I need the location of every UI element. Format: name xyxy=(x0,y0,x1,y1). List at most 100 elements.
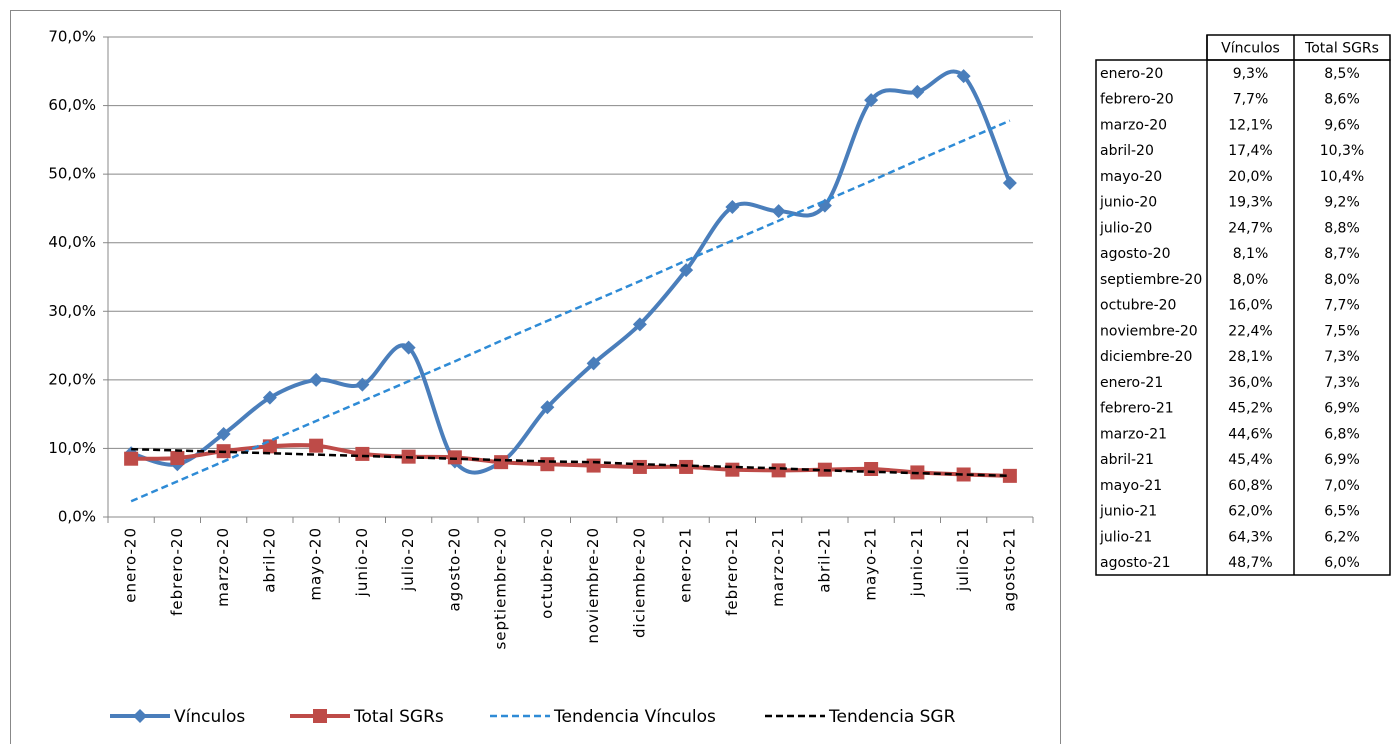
x-tick-label: junio-21 xyxy=(908,527,926,597)
x-tick-label: enero-21 xyxy=(677,527,695,603)
marker xyxy=(216,427,231,442)
table-value: 7,7% xyxy=(1324,298,1360,314)
series-line xyxy=(131,447,1010,478)
table-value: 28,1% xyxy=(1228,349,1272,365)
x-tick-label: febrero-20 xyxy=(168,527,186,616)
table-value: 8,8% xyxy=(1324,220,1360,236)
marker xyxy=(262,390,277,405)
marker xyxy=(910,84,925,99)
table-value: 17,4% xyxy=(1228,143,1272,159)
table-header: Total SGRs xyxy=(1304,41,1379,57)
table-category: febrero-21 xyxy=(1100,401,1174,417)
x-tick-label: mayo-21 xyxy=(862,527,880,601)
table-category: mayo-21 xyxy=(1100,478,1162,494)
chart-border xyxy=(10,10,1061,744)
table-category: mayo-20 xyxy=(1100,169,1162,185)
table-value: 6,2% xyxy=(1324,529,1360,545)
table-category: febrero-20 xyxy=(1100,92,1174,108)
x-tick-label: abril-21 xyxy=(815,527,833,593)
x-tick-label: agosto-21 xyxy=(1000,527,1018,612)
x-tick-label: junio-20 xyxy=(353,527,371,597)
table-category: julio-20 xyxy=(1099,220,1152,236)
x-tick-label: diciembre-20 xyxy=(630,527,648,638)
x-tick-label: agosto-20 xyxy=(445,527,463,612)
marker xyxy=(124,451,139,466)
x-tick-label: mayo-20 xyxy=(307,527,325,601)
table-value: 8,6% xyxy=(1324,92,1360,108)
table-value: 7,5% xyxy=(1324,323,1360,339)
table-value: 36,0% xyxy=(1228,375,1272,391)
legend-label: Vínculos xyxy=(174,707,245,727)
marker xyxy=(540,457,555,472)
table-category: agosto-20 xyxy=(1100,246,1171,262)
table-value: 8,5% xyxy=(1324,66,1360,82)
marker xyxy=(632,459,647,474)
marker xyxy=(447,450,462,465)
marker xyxy=(956,467,971,482)
x-tick-label: abril-20 xyxy=(260,527,278,593)
y-tick-label: 0,0% xyxy=(58,508,96,526)
table-value: 7,3% xyxy=(1324,349,1360,365)
table-header: Vínculos xyxy=(1221,41,1280,57)
table-category: junio-21 xyxy=(1099,504,1157,520)
y-tick-label: 30,0% xyxy=(48,302,96,320)
y-tick-label: 70,0% xyxy=(48,28,96,46)
table-value: 7,0% xyxy=(1324,478,1360,494)
y-tick-label: 40,0% xyxy=(48,233,96,251)
y-tick-label: 20,0% xyxy=(48,370,96,388)
marker xyxy=(864,462,879,476)
table-value: 10,4% xyxy=(1320,169,1364,185)
legend-label: Tendencia Vínculos xyxy=(553,707,716,727)
legend-label: Total SGRs xyxy=(353,707,444,727)
marker xyxy=(771,204,786,219)
table-category: octubre-20 xyxy=(1100,298,1176,314)
marker xyxy=(956,69,971,84)
marker xyxy=(262,439,277,454)
marker xyxy=(586,458,601,473)
marker xyxy=(309,372,324,387)
y-tick-label: 50,0% xyxy=(48,165,96,183)
x-tick-label: febrero-21 xyxy=(723,527,741,616)
legend-label: Tendencia SGR xyxy=(828,707,956,727)
marker xyxy=(771,463,786,478)
table-category: enero-20 xyxy=(1100,66,1163,82)
table-value: 8,0% xyxy=(1233,272,1269,288)
x-tick-label: julio-21 xyxy=(954,527,972,592)
marker xyxy=(679,459,694,474)
table-value: 7,7% xyxy=(1233,92,1269,108)
table-value: 6,9% xyxy=(1324,401,1360,417)
marker xyxy=(133,709,147,723)
table-category: septiembre-20 xyxy=(1100,272,1202,288)
marker xyxy=(1002,176,1017,191)
table-value: 60,8% xyxy=(1228,478,1272,494)
table-value: 12,1% xyxy=(1228,117,1272,133)
x-tick-label: marzo-20 xyxy=(214,527,232,607)
x-tick-label: julio-20 xyxy=(399,527,417,592)
table-value: 45,4% xyxy=(1228,452,1272,468)
table-category: enero-21 xyxy=(1100,375,1163,391)
marker xyxy=(494,455,509,470)
table-value: 9,6% xyxy=(1324,117,1360,133)
y-tick-label: 60,0% xyxy=(48,96,96,114)
table-category: abril-20 xyxy=(1100,143,1154,159)
marker xyxy=(313,709,327,723)
table-value: 20,0% xyxy=(1228,169,1272,185)
table-category: agosto-21 xyxy=(1100,555,1171,571)
table-value: 6,9% xyxy=(1324,452,1360,468)
table-body xyxy=(1095,59,1391,576)
table-value: 16,0% xyxy=(1228,298,1272,314)
table-value: 8,7% xyxy=(1324,246,1360,262)
marker xyxy=(679,263,694,278)
table-value: 9,2% xyxy=(1324,195,1360,211)
marker xyxy=(1002,468,1017,483)
marker xyxy=(309,438,324,453)
table-value: 7,3% xyxy=(1324,375,1360,391)
table-value: 6,8% xyxy=(1324,426,1360,442)
marker xyxy=(864,93,879,108)
table-category: marzo-21 xyxy=(1100,426,1167,442)
x-tick-label: octubre-20 xyxy=(538,527,556,619)
marker xyxy=(632,317,647,332)
marker xyxy=(355,377,370,392)
table-value: 8,0% xyxy=(1324,272,1360,288)
